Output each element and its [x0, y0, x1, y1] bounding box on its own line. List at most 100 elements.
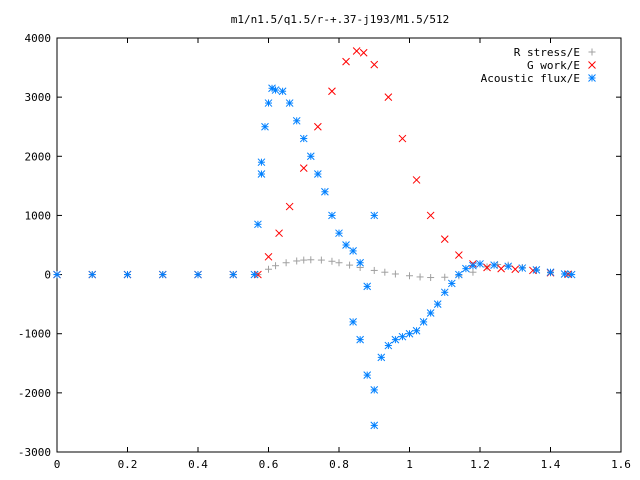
- chart-title: m1/n1.5/q1.5/r-+.37-j193/M1.5/512: [231, 13, 450, 26]
- data-point: [454, 270, 463, 279]
- data-point: [359, 48, 368, 57]
- y-tick-label: -1000: [18, 328, 51, 341]
- data-point: [532, 265, 541, 274]
- data-point: [346, 261, 354, 269]
- data-point: [384, 93, 393, 101]
- data-point: [335, 259, 343, 267]
- x-tick-label: 1.6: [611, 458, 631, 471]
- data-point: [511, 265, 520, 274]
- data-point: [564, 270, 572, 279]
- data-point: [317, 256, 325, 264]
- data-point: [405, 329, 414, 338]
- data-point: [384, 341, 393, 350]
- data-point: [299, 164, 308, 172]
- data-point: [229, 270, 238, 279]
- data-point: [469, 268, 477, 276]
- data-point: [292, 116, 301, 125]
- data-point: [261, 122, 269, 131]
- data-point: [293, 257, 301, 265]
- data-point: [406, 272, 413, 280]
- y-tick-label: 4000: [25, 32, 52, 45]
- x-tick-label: 0.4: [188, 458, 208, 471]
- data-point: [254, 220, 262, 229]
- series-layer: [53, 47, 576, 430]
- data-point: [313, 122, 322, 131]
- data-point: [352, 47, 361, 55]
- data-point: [462, 264, 470, 273]
- y-tick-label: 2000: [25, 150, 52, 163]
- data-point: [335, 229, 343, 238]
- legend-label: G work/E: [527, 59, 580, 72]
- data-point: [53, 270, 61, 279]
- series-1: [53, 256, 572, 282]
- data-point: [257, 158, 266, 167]
- data-point: [490, 261, 498, 269]
- data-point: [328, 211, 336, 220]
- data-point: [278, 87, 287, 96]
- data-point: [254, 270, 262, 279]
- plot-frame: [56, 37, 622, 453]
- data-point: [370, 211, 379, 220]
- data-point: [257, 170, 266, 178]
- data-point: [391, 270, 399, 278]
- data-point: [328, 87, 336, 96]
- data-point: [342, 241, 350, 249]
- data-point: [412, 326, 421, 335]
- x-tick-label: 0: [54, 458, 61, 471]
- data-point: [567, 270, 576, 279]
- data-point: [264, 99, 273, 107]
- data-point: [300, 256, 308, 264]
- legend-marker: [588, 61, 596, 69]
- data-point: [285, 202, 294, 211]
- legend-label: Acoustic flux/E: [481, 72, 580, 85]
- data-point: [476, 260, 484, 268]
- data-point: [370, 421, 379, 430]
- data-point: [440, 235, 449, 243]
- y-tick-label: -3000: [18, 446, 51, 459]
- x-tick-label: 1: [406, 458, 413, 471]
- data-point: [356, 258, 365, 267]
- data-point: [194, 270, 202, 279]
- y-tick-label: 3000: [25, 91, 52, 104]
- data-point: [328, 257, 336, 265]
- data-point: [306, 152, 315, 161]
- data-point: [275, 229, 283, 238]
- data-point: [299, 134, 308, 143]
- data-point: [363, 282, 372, 291]
- data-point: [412, 176, 421, 184]
- data-point: [265, 265, 272, 273]
- legend-label: R stress/E: [514, 46, 580, 59]
- data-point: [158, 270, 167, 279]
- data-point: [426, 211, 435, 220]
- data-point: [433, 300, 442, 308]
- data-point: [497, 264, 506, 273]
- data-point: [342, 57, 350, 66]
- data-point: [441, 273, 449, 281]
- data-point: [440, 288, 449, 297]
- y-tick-label: -2000: [18, 387, 51, 400]
- x-tick-label: 0.2: [118, 458, 138, 471]
- data-point: [313, 170, 322, 178]
- data-point: [416, 273, 424, 281]
- series-3: [53, 84, 576, 430]
- data-point: [356, 335, 365, 344]
- data-point: [123, 270, 132, 279]
- data-point: [426, 309, 435, 317]
- data-point: [419, 318, 428, 326]
- data-point: [88, 270, 97, 279]
- x-tick-label: 0.8: [329, 458, 349, 471]
- y-tick-label: 1000: [25, 209, 52, 222]
- data-point: [307, 256, 315, 264]
- data-point: [377, 353, 386, 362]
- data-point: [250, 270, 259, 279]
- data-point: [447, 279, 456, 288]
- x-tick-label: 1.4: [541, 458, 561, 471]
- data-point: [398, 134, 407, 143]
- data-point: [349, 247, 357, 255]
- data-point: [363, 371, 372, 379]
- legend-marker: [588, 48, 596, 56]
- x-tick-label: 1.2: [470, 458, 490, 471]
- data-point: [454, 251, 463, 259]
